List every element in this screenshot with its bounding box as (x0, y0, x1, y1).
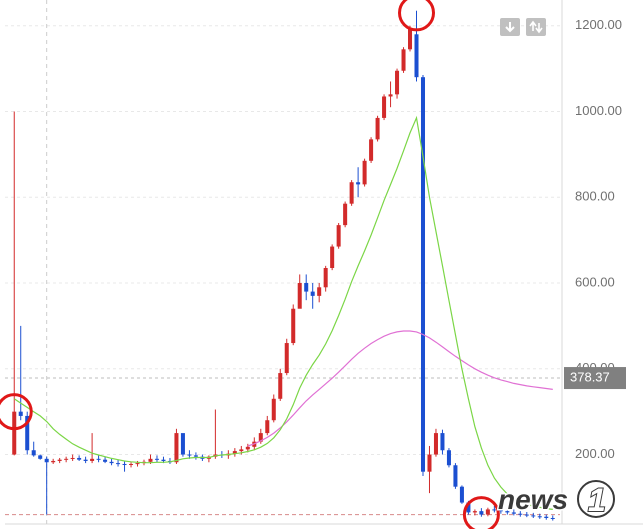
candle (402, 49, 406, 70)
candle (414, 34, 418, 77)
candle (84, 460, 88, 461)
candle (479, 511, 483, 514)
candle (389, 94, 393, 96)
candle (473, 511, 477, 512)
candle (427, 455, 431, 472)
watermark-num: 1 (588, 482, 606, 518)
toolbar-button-updown[interactable] (526, 18, 546, 36)
candle (278, 373, 282, 399)
candle (492, 509, 496, 510)
candle (551, 518, 555, 519)
candle (408, 28, 412, 49)
candle (350, 182, 354, 203)
candle (356, 182, 360, 184)
candle (194, 455, 198, 456)
candle (460, 487, 464, 503)
candle (317, 287, 321, 296)
candle (311, 292, 315, 296)
candle (272, 399, 276, 420)
chart-container: 200.00400.00600.00800.001000.001200.0037… (0, 0, 643, 529)
candle (285, 343, 289, 373)
y-tick-label: 1200.00 (575, 17, 622, 32)
y-tick-label: 800.00 (575, 189, 615, 204)
candle (447, 450, 451, 465)
candle (538, 516, 542, 517)
candle (77, 458, 81, 460)
candle (51, 461, 55, 462)
candle (187, 455, 191, 456)
price-chart: 200.00400.00600.00800.001000.001200.0037… (0, 0, 643, 529)
candle (110, 462, 114, 463)
candle (363, 161, 367, 185)
y-tick-label: 600.00 (575, 274, 615, 289)
candle (330, 247, 334, 268)
y-tick-label: 1000.00 (575, 103, 622, 118)
candle (324, 268, 328, 287)
candle (38, 455, 42, 458)
candle (239, 449, 243, 451)
candle (531, 515, 535, 516)
candle (369, 139, 373, 160)
candle (103, 460, 107, 462)
candle (90, 459, 94, 461)
candle (440, 433, 444, 450)
candle (544, 517, 548, 518)
candle (434, 433, 438, 454)
candle (376, 118, 380, 139)
candle (123, 464, 127, 465)
candle (161, 460, 165, 461)
candle (97, 459, 101, 460)
candle (265, 420, 269, 433)
candle (116, 463, 120, 464)
candle (246, 447, 250, 450)
candle (291, 309, 295, 343)
candle (19, 412, 23, 416)
candle (421, 77, 425, 472)
candle (64, 459, 68, 460)
candle (181, 433, 185, 454)
candle (298, 283, 302, 309)
candle (155, 459, 159, 460)
y-tick-label: 200.00 (575, 446, 615, 461)
candle (343, 204, 347, 225)
candle (337, 225, 341, 246)
candle (71, 458, 75, 459)
current-price-value: 378.37 (570, 369, 610, 384)
candle (174, 433, 178, 462)
candle (486, 509, 490, 514)
candle (453, 465, 457, 486)
candle (136, 463, 140, 464)
candle (304, 283, 308, 292)
candle (129, 464, 133, 465)
candle (395, 71, 399, 95)
candle (382, 96, 386, 117)
candle (12, 412, 16, 455)
candle (45, 459, 49, 462)
candle (148, 459, 152, 462)
toolbar-button-down[interactable] (500, 18, 520, 36)
watermark-text: news (498, 484, 568, 515)
candle (32, 450, 36, 455)
candle (58, 460, 62, 461)
